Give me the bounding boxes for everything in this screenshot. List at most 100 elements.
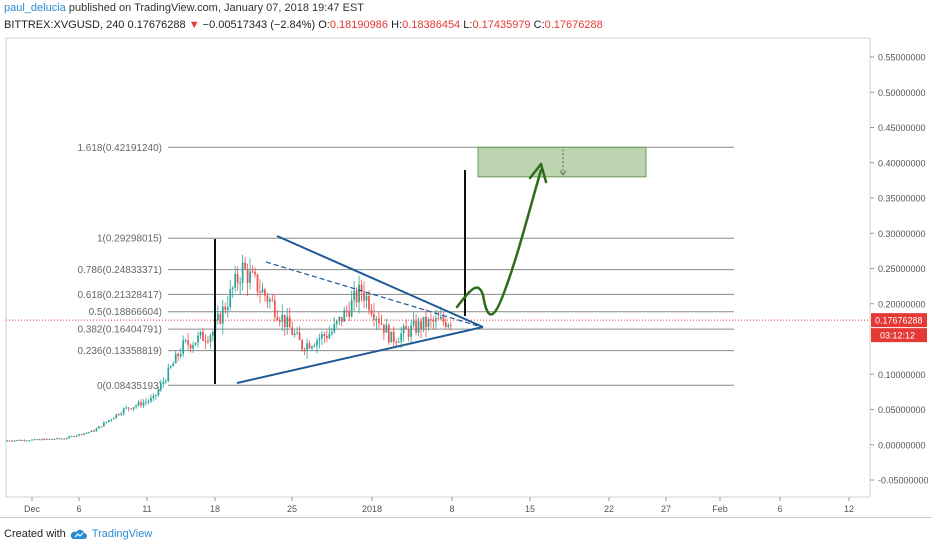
candle-body: [221, 306, 224, 324]
fib-level-label: 0.5(0.18866604): [89, 307, 162, 318]
tradingview-link[interactable]: TradingView: [91, 528, 153, 540]
y-tick-label: 0.05000000: [878, 405, 926, 415]
candle-body: [68, 436, 71, 439]
candle-body: [318, 338, 321, 341]
candle-body: [167, 367, 170, 382]
candle-body: [90, 430, 93, 432]
candle-body: [326, 336, 328, 339]
candle-body: [358, 284, 360, 303]
y-tick-label: -0.05000000: [878, 476, 929, 486]
candle-body: [365, 296, 368, 301]
candle-body: [53, 438, 56, 440]
footer-divider: [0, 517, 932, 518]
candle-body: [145, 401, 147, 403]
candle-body: [298, 332, 301, 340]
fib-level-label: 0.382(0.16404791): [77, 325, 162, 336]
candle-body: [142, 402, 145, 406]
candle-body: [241, 262, 244, 283]
candle-body: [70, 436, 73, 438]
candle-body: [313, 345, 316, 347]
candle-body: [402, 326, 405, 334]
candle-body: [442, 316, 445, 322]
candle-body: [412, 320, 415, 326]
candle-body: [338, 316, 341, 322]
author-link[interactable]: paul_delucia: [4, 2, 66, 14]
y-tick-label: 0.55000000: [878, 53, 926, 63]
x-tick-label: 25: [287, 504, 297, 514]
current-price-tag: [871, 313, 927, 328]
candle-body: [229, 288, 232, 308]
candle-body: [422, 316, 425, 330]
candle-body: [33, 439, 36, 441]
candle-body: [172, 363, 175, 367]
candle-body: [345, 310, 348, 312]
candle-body: [407, 329, 410, 337]
candle-body: [31, 439, 33, 441]
candle-body: [254, 271, 256, 275]
candle-body: [437, 318, 440, 320]
candle-body: [387, 324, 390, 343]
candle-body: [83, 433, 85, 435]
candle-body: [184, 340, 187, 342]
candle-body: [385, 324, 388, 333]
candle-body: [417, 321, 420, 333]
candle-body: [98, 426, 100, 429]
candle-body: [169, 366, 172, 368]
high-value: 0.18386454: [402, 19, 461, 31]
tradingview-cloud-icon: [70, 529, 87, 539]
candle-body: [353, 290, 355, 300]
fib-level-label: 0.786(0.24833371): [77, 265, 162, 276]
candle-body: [202, 331, 204, 341]
x-tick-label: 15: [525, 504, 535, 514]
candle-body: [321, 334, 323, 339]
candle-body: [132, 407, 135, 410]
y-tick-label: 0.10000000: [878, 370, 926, 380]
candle-body: [55, 438, 58, 440]
candle-body: [140, 401, 142, 406]
candle-body: [78, 434, 80, 436]
candle-body: [112, 417, 115, 420]
candle-body: [197, 335, 199, 343]
candle-body: [244, 262, 246, 269]
candle-body: [58, 438, 61, 440]
x-tick-label: 8: [449, 504, 454, 514]
candle-body: [209, 335, 212, 342]
candle-body: [382, 324, 385, 333]
open-label: O:: [318, 19, 330, 31]
candle-body: [283, 314, 286, 328]
y-tick-label: 0.30000000: [878, 229, 926, 239]
candle-body: [36, 439, 38, 441]
candle-body: [373, 314, 375, 320]
candle-body: [127, 407, 130, 409]
candle-body: [328, 333, 331, 339]
candle-body: [130, 408, 132, 410]
candle-body: [38, 439, 41, 441]
candle-body: [439, 316, 442, 319]
candle-body: [340, 316, 343, 322]
candle-body: [363, 291, 365, 301]
countdown-label: 03:12:12: [880, 331, 915, 341]
candle-body: [73, 436, 76, 438]
candle-body: [231, 287, 234, 289]
candle-body: [301, 339, 303, 350]
current-price-label: 0.17676288: [875, 316, 923, 326]
low-value: 0.17435979: [472, 19, 531, 31]
candle-body: [152, 395, 155, 398]
close-value: 0.17676288: [544, 19, 603, 31]
candle-body: [174, 353, 177, 364]
candle-body: [308, 343, 311, 349]
y-tick-label: 0.25000000: [878, 264, 926, 274]
x-tick-label: 6: [76, 504, 81, 514]
open-value: 0.18190986: [329, 19, 388, 31]
candle-body: [449, 324, 452, 326]
x-tick-label: 18: [210, 504, 220, 514]
candle-body: [192, 344, 194, 349]
candle-body: [430, 319, 432, 321]
candle-body: [335, 321, 338, 324]
candle-body: [427, 319, 430, 328]
fib-level-label: 1(0.29298015): [97, 234, 162, 245]
x-tick-label: Feb: [712, 504, 728, 514]
publish-line: paul_delucia published on TradingView.co…: [4, 2, 364, 14]
